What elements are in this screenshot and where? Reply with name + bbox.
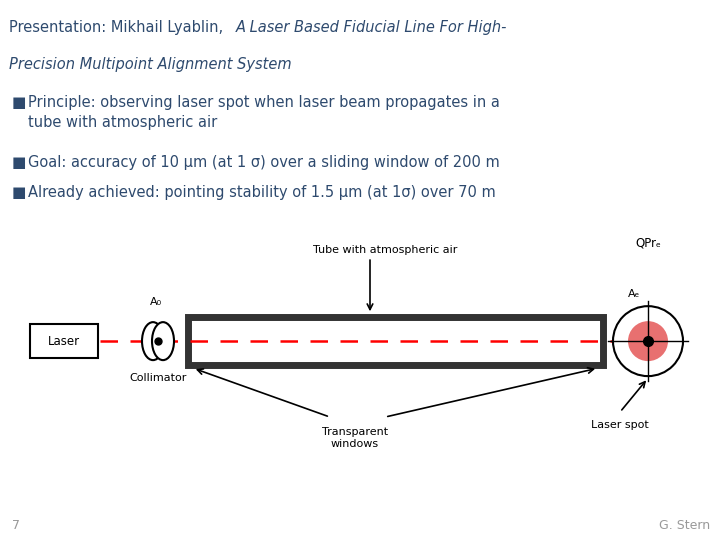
Ellipse shape xyxy=(142,322,164,360)
Text: Already achieved: pointing stability of 1.5 μm (at 1σ) over 70 m: Already achieved: pointing stability of … xyxy=(28,185,496,200)
Bar xyxy=(30,324,98,358)
Text: Principle: observing laser spot when laser beam propagates in a
tube with atmosp: Principle: observing laser spot when las… xyxy=(28,95,500,130)
Text: 7: 7 xyxy=(12,519,20,532)
Text: G. Stern: G. Stern xyxy=(659,519,710,532)
Text: Aₑ: Aₑ xyxy=(628,289,640,299)
Text: Transparent
windows: Transparent windows xyxy=(322,427,388,449)
Text: Presentation: Mikhail Lyablin,: Presentation: Mikhail Lyablin, xyxy=(9,19,228,35)
Ellipse shape xyxy=(613,306,683,376)
Bar xyxy=(188,317,603,365)
Ellipse shape xyxy=(628,321,668,361)
Text: Precision Multipoint Alignment System: Precision Multipoint Alignment System xyxy=(9,57,292,72)
Text: Laser: Laser xyxy=(48,335,80,348)
Ellipse shape xyxy=(152,322,174,360)
Text: QPrₑ: QPrₑ xyxy=(635,236,661,249)
Text: ■: ■ xyxy=(12,185,27,200)
Text: A₀: A₀ xyxy=(150,297,162,307)
Text: Goal: accuracy of 10 μm (at 1 σ) over a sliding window of 200 m: Goal: accuracy of 10 μm (at 1 σ) over a … xyxy=(28,156,500,170)
Text: Laser spot: Laser spot xyxy=(591,420,649,430)
Text: ■: ■ xyxy=(12,95,27,110)
Text: ■: ■ xyxy=(12,156,27,170)
Text: Tube with atmospheric air: Tube with atmospheric air xyxy=(312,245,457,255)
Text: A Laser Based Fiducial Line For High-: A Laser Based Fiducial Line For High- xyxy=(235,19,507,35)
Text: Collimator: Collimator xyxy=(130,373,186,383)
